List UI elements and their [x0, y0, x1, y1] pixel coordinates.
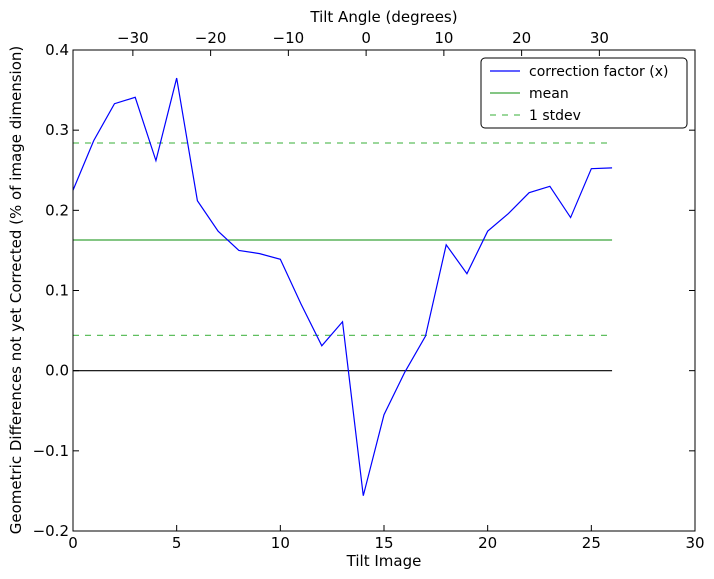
- legend: correction factor (x) mean 1 stdev: [480, 57, 688, 129]
- x-tick-label: 10: [271, 534, 290, 552]
- y-tick-label: 0.3: [45, 121, 69, 139]
- top-x-tick-label: −20: [195, 29, 227, 47]
- top-x-tick-label: 10: [434, 29, 453, 47]
- y-tick-label: 0.4: [45, 41, 69, 59]
- plot-background: [73, 50, 695, 531]
- x-tick-label: 5: [172, 534, 182, 552]
- legend-box: [480, 57, 688, 129]
- top-x-tick-label: 0: [361, 29, 371, 47]
- top-x-tick-label: −30: [117, 29, 149, 47]
- lines-layer: [73, 142, 613, 372]
- x-tick-label: 15: [374, 534, 393, 552]
- x-tick-label: 20: [478, 534, 497, 552]
- x-tick-label: 25: [582, 534, 601, 552]
- y-tick-label: −0.2: [33, 522, 69, 540]
- y-tick-label: −0.1: [33, 442, 69, 460]
- top-x-tick-label: 20: [512, 29, 531, 47]
- top-x-tick-label: 30: [590, 29, 609, 47]
- y-tick-label: 0.2: [45, 201, 69, 219]
- ticks-layer: 0 5 10 15 20 25 30 −0.2 −0.1 0.0 0.1 0.2 0.3 0.4 −30 −2…: [33, 29, 705, 552]
- x-tick-label: 30: [685, 534, 704, 552]
- top-x-tick-label: −10: [273, 29, 305, 47]
- y-tick-label: 0.1: [45, 282, 69, 300]
- x-axis-label: Tilt Image: [346, 552, 422, 570]
- top-axis-label: Tilt Angle (degrees): [309, 8, 457, 26]
- legend-label-correction-factor: correction factor (x): [529, 64, 668, 80]
- legend-label-stdev: 1 stdev: [529, 108, 581, 124]
- y-tick-label: 0.0: [45, 362, 69, 380]
- y-axis-label: Geometric Differences not yet Corrected …: [7, 46, 25, 535]
- x-tick-label: 0: [68, 534, 78, 552]
- legend-label-mean: mean: [529, 86, 569, 102]
- series-layer: [72, 77, 613, 496]
- series-line-correction-factor: [72, 77, 613, 496]
